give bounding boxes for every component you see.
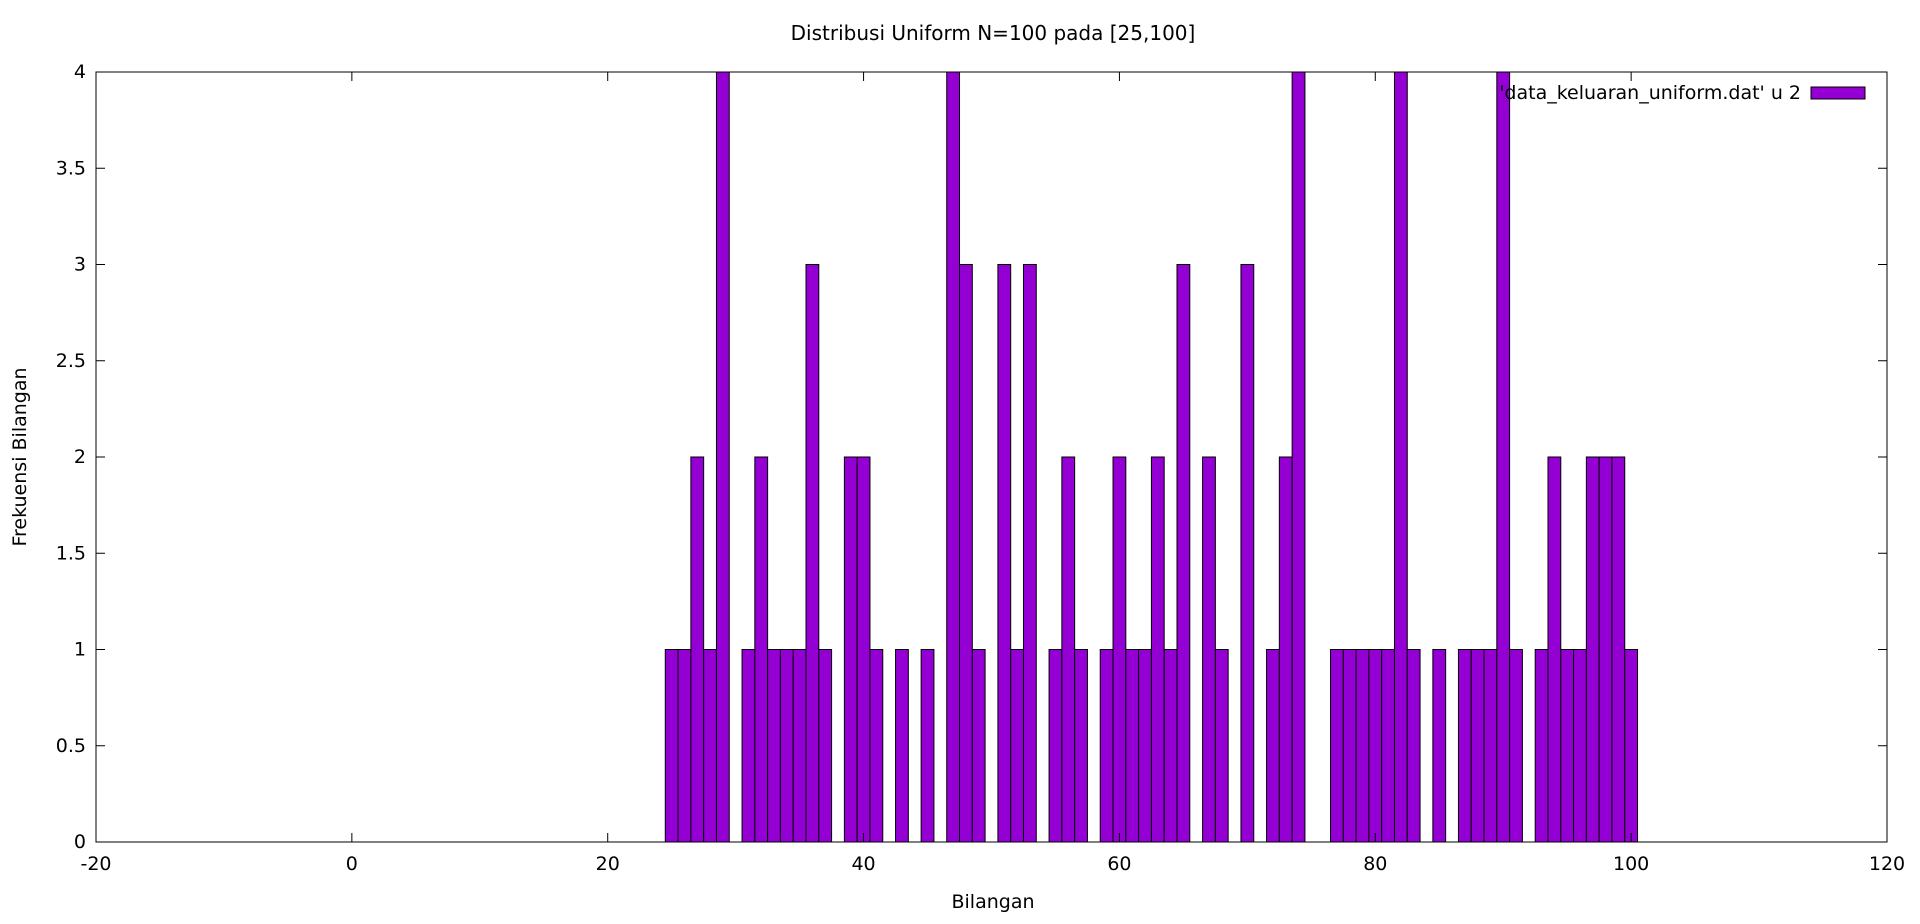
y-axis-label: Frekuensi Bilangan — [9, 367, 31, 546]
histogram-bar — [946, 71, 961, 843]
histogram-bar — [1432, 649, 1447, 843]
y-tick-label: 3 — [74, 254, 86, 276]
histogram-bar — [1112, 456, 1127, 843]
histogram-bar — [1598, 456, 1613, 843]
x-tick-label: -20 — [80, 853, 111, 875]
histogram-bar — [1470, 649, 1485, 843]
histogram-bar — [1457, 649, 1472, 843]
histogram-bar — [1074, 649, 1088, 843]
histogram-bar — [1585, 456, 1600, 843]
y-tick-label: 4 — [74, 61, 86, 83]
histogram-bar — [869, 649, 884, 843]
histogram-bar — [1547, 456, 1562, 843]
histogram-bar — [664, 649, 679, 843]
legend: 'data_keluaran_uniform.dat' u 2 — [1499, 82, 1866, 104]
y-tick-label: 1 — [74, 639, 86, 661]
histogram-bar — [715, 71, 730, 843]
histogram-bar — [1278, 456, 1293, 843]
histogram-bar — [1330, 649, 1344, 843]
histogram-bar — [1214, 649, 1229, 843]
histogram-bar — [1368, 649, 1383, 843]
histogram-bar — [1573, 649, 1587, 843]
histogram-bar — [1202, 456, 1216, 843]
histogram-bar — [805, 264, 820, 843]
histogram-bar — [1406, 649, 1421, 843]
histogram-bar — [1010, 649, 1024, 843]
y-tick-label: 0 — [74, 831, 86, 853]
histogram-bar — [1611, 456, 1626, 843]
y-tick-label: 3.5 — [56, 157, 86, 179]
histogram-bar — [920, 649, 935, 843]
histogram-bar — [767, 649, 781, 843]
histogram-bar — [843, 456, 858, 843]
histogram-bar — [1022, 264, 1037, 843]
histogram-bar — [1048, 649, 1063, 843]
y-tick-label: 1.5 — [56, 542, 86, 564]
bars-layer — [664, 71, 1639, 843]
histogram-bar — [779, 649, 794, 843]
histogram-bar — [741, 649, 756, 843]
y-tick-label: 2.5 — [56, 350, 86, 372]
x-tick-label: 120 — [1869, 853, 1905, 875]
histogram-bar — [792, 649, 807, 843]
x-tick-label: 0 — [346, 853, 358, 875]
x-tick-label: 20 — [596, 853, 620, 875]
legend-label: 'data_keluaran_uniform.dat' u 2 — [1499, 82, 1801, 104]
histogram-bar — [856, 456, 871, 843]
chart-title: Distribusi Uniform N=100 pada [25,100] — [791, 21, 1196, 45]
histogram-bar — [703, 649, 717, 843]
x-axis-label: Bilangan — [951, 891, 1034, 913]
histogram-bar — [1163, 649, 1178, 843]
histogram-bar — [1125, 649, 1140, 843]
histogram-bar — [1509, 649, 1523, 843]
histogram-bar — [1061, 456, 1076, 843]
histogram-bar — [1342, 649, 1357, 843]
x-tick-label: 100 — [1613, 853, 1649, 875]
histogram-bar — [677, 649, 692, 843]
histogram-bar — [1266, 649, 1280, 843]
histogram-bar — [959, 264, 973, 843]
histogram-bar — [1240, 264, 1255, 843]
histogram-bar — [1291, 71, 1306, 843]
histogram-bar — [895, 649, 909, 843]
histogram-bar — [997, 264, 1012, 843]
histogram-bar — [1099, 649, 1114, 843]
y-tick-label: 2 — [74, 446, 86, 468]
x-tick-label: 80 — [1363, 853, 1387, 875]
histogram-bar — [1483, 649, 1498, 843]
x-tick-label: 60 — [1107, 853, 1131, 875]
histogram-bar — [1355, 649, 1370, 843]
histogram-bar — [754, 456, 769, 843]
histogram-bar — [1496, 71, 1511, 843]
histogram-bar — [1393, 71, 1408, 843]
legend-swatch — [1810, 86, 1866, 100]
x-tick-label: 40 — [851, 853, 875, 875]
histogram-bar — [1176, 264, 1191, 843]
histogram-bar — [1534, 649, 1549, 843]
histogram-bar — [1624, 649, 1639, 843]
histogram-bar — [1150, 456, 1165, 843]
y-tick-label: 0.5 — [56, 735, 86, 757]
histogram-bar — [1381, 649, 1395, 843]
histogram-bar — [690, 456, 705, 843]
histogram-bar — [1138, 649, 1152, 843]
histogram-bar — [971, 649, 986, 843]
histogram-bar — [1560, 649, 1575, 843]
histogram-bar — [818, 649, 833, 843]
